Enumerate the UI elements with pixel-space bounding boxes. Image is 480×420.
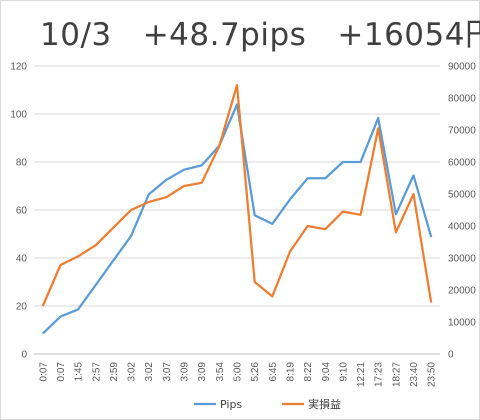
x-tick-label: 2:59 xyxy=(109,362,120,382)
y-right-tick-label: 50000 xyxy=(448,190,476,201)
y-right-tick-label: 70000 xyxy=(448,126,476,137)
x-tick-label: 9:04 xyxy=(321,362,332,382)
y-left-tick-label: 60 xyxy=(16,206,28,217)
x-tick-label: 8:22 xyxy=(303,362,314,382)
y-left-tick-label: 120 xyxy=(10,62,27,73)
x-tick-label: 18:27 xyxy=(391,362,402,387)
headline-date: 10/3 xyxy=(40,17,112,53)
headline-pips: +48.7pips xyxy=(142,17,307,53)
y-right-tick-label: 40000 xyxy=(448,222,476,233)
y-right-tick-label: 0 xyxy=(448,350,454,361)
x-tick-label: 17:23 xyxy=(374,362,385,387)
legend-label: Pips xyxy=(220,398,242,411)
x-tick-label: 0:07 xyxy=(38,362,49,382)
x-tick-label: 2:57 xyxy=(91,362,102,382)
series-line-profit xyxy=(41,84,433,307)
x-tick-label: 3:07 xyxy=(162,362,173,382)
x-tick-label: 23:50 xyxy=(427,362,438,387)
y-right-tick-label: 90000 xyxy=(448,62,476,73)
y-left-tick-label: 40 xyxy=(16,254,28,265)
x-tick-label: 3:02 xyxy=(144,362,155,382)
x-tick-label: 23:40 xyxy=(409,362,420,387)
x-tick-label: 3:54 xyxy=(215,362,226,382)
x-tick-label: 0:07 xyxy=(56,362,67,382)
x-tick-label: 6:45 xyxy=(268,362,279,382)
y-right-tick-label: 10000 xyxy=(448,318,476,329)
x-tick-label: 5:26 xyxy=(250,362,261,382)
y-left-tick-label: 80 xyxy=(16,158,28,169)
x-tick-label: 12:21 xyxy=(356,362,367,387)
y-right-tick-label: 20000 xyxy=(448,286,476,297)
legend-label: 実損益 xyxy=(308,397,341,411)
y-left-tick-label: 20 xyxy=(16,302,28,313)
x-tick-label: 8:19 xyxy=(285,362,296,382)
headline-profit: +16054円 xyxy=(337,17,480,53)
x-tick-label: 3:09 xyxy=(197,362,208,382)
y-right-tick-label: 30000 xyxy=(448,254,476,265)
x-tick-label: 3:09 xyxy=(180,362,191,382)
chart-headline: 10/3 +48.7pips +16054円 xyxy=(40,9,480,54)
x-tick-label: 5:00 xyxy=(233,362,244,382)
y-right-tick-label: 80000 xyxy=(448,94,476,105)
x-tick-label: 3:02 xyxy=(127,362,138,382)
y-left-tick-label: 100 xyxy=(10,110,27,121)
x-tick-label: 1:45 xyxy=(74,362,85,382)
y-right-tick-label: 60000 xyxy=(448,158,476,169)
series-line-pips xyxy=(42,103,433,335)
x-tick-label: 9:10 xyxy=(338,362,349,382)
y-left-tick-label: 0 xyxy=(21,350,27,361)
